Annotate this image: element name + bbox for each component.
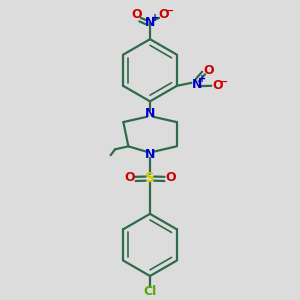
Text: O: O [203,64,214,77]
Text: O: O [158,8,169,21]
Text: N: N [145,107,155,120]
Text: +: + [198,74,206,84]
Text: O: O [212,79,223,92]
Text: O: O [131,8,142,21]
Text: O: O [165,171,176,184]
Text: −: − [219,77,228,87]
Text: N: N [145,16,155,29]
Text: O: O [124,171,135,184]
Text: S: S [145,171,155,185]
Text: N: N [192,78,202,91]
Text: +: + [151,13,159,22]
Text: −: − [164,6,174,16]
Text: N: N [145,148,155,161]
Text: Cl: Cl [143,285,157,298]
